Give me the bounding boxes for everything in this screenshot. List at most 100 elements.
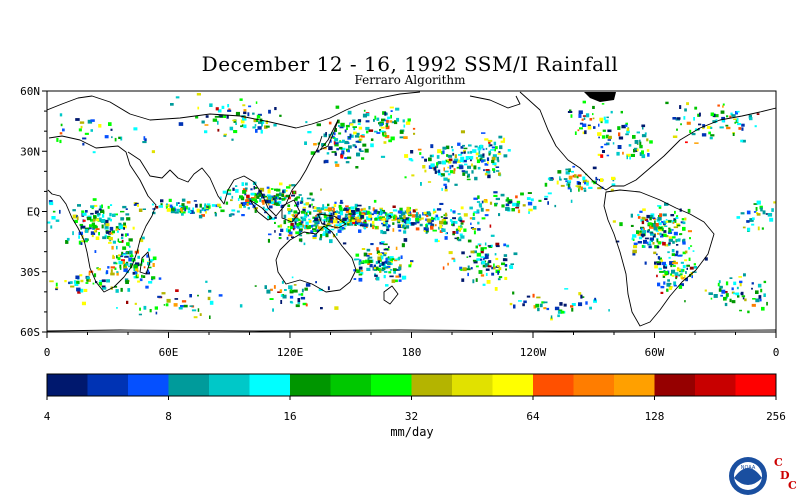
rain-cell: [495, 257, 499, 261]
rain-cell: [376, 132, 381, 134]
rain-cell: [137, 204, 139, 207]
rain-cell: [123, 222, 126, 226]
rain-cell: [434, 238, 438, 243]
rain-cell: [118, 260, 123, 265]
rain-cell: [749, 218, 754, 222]
rain-cell: [235, 111, 240, 116]
rain-cell: [444, 189, 448, 192]
rain-cell: [487, 139, 493, 143]
rain-cell: [679, 233, 683, 236]
rain-cell: [493, 194, 498, 197]
rain-cell: [635, 148, 638, 152]
rain-cell: [712, 113, 716, 118]
rain-cell: [631, 237, 634, 241]
rain-cell: [582, 123, 587, 127]
rain-cell: [547, 201, 549, 205]
rain-cell: [192, 207, 194, 211]
rain-cell: [291, 184, 296, 187]
lat-label: 60S: [20, 326, 40, 339]
rain-cell: [383, 221, 386, 224]
rain-cell: [390, 136, 395, 141]
rain-cell: [502, 137, 506, 142]
rain-cell: [581, 118, 584, 121]
rain-cell: [495, 166, 500, 168]
rain-cell: [384, 135, 390, 139]
rain-cell: [244, 193, 247, 196]
rain-cell: [421, 156, 424, 159]
rain-cell: [441, 218, 447, 222]
rain-cell: [452, 233, 455, 236]
rain-cell: [398, 266, 402, 271]
rain-cell: [584, 130, 587, 135]
rain-cell: [601, 103, 605, 105]
rain-cell: [364, 226, 366, 230]
rain-cell: [348, 145, 352, 149]
rain-cell: [355, 253, 360, 257]
rain-cell: [191, 309, 197, 312]
rain-cell: [606, 154, 610, 157]
rain-cell: [385, 125, 390, 130]
rain-cell: [124, 256, 129, 258]
rain-cell: [498, 135, 503, 139]
rain-cell: [148, 266, 152, 269]
rain-cell: [399, 136, 404, 139]
rain-cell: [404, 219, 409, 222]
rain-cell: [333, 204, 337, 207]
rain-cell: [354, 135, 360, 138]
rain-cell: [455, 228, 458, 231]
new-guinea: [317, 213, 347, 229]
rain-cell: [364, 148, 369, 153]
rain-cell: [582, 100, 586, 104]
rain-cell: [617, 145, 622, 149]
rain-cell: [142, 275, 146, 278]
rain-cell: [583, 117, 586, 120]
lon-label: 0: [773, 346, 780, 359]
rain-cell: [617, 126, 621, 130]
rain-cell: [626, 130, 630, 134]
rain-cell: [612, 220, 616, 223]
rain-cell: [592, 105, 595, 109]
rain-cell: [699, 112, 701, 117]
rain-cell: [316, 123, 321, 127]
rain-cell: [285, 194, 290, 198]
rain-cell: [372, 225, 374, 230]
rain-cell: [688, 257, 691, 261]
rain-cell: [104, 219, 109, 224]
rain-cell: [238, 204, 242, 209]
rain-cell: [256, 114, 261, 119]
rain-cell: [438, 226, 440, 230]
rain-cell: [568, 175, 573, 180]
rain-cell: [660, 259, 663, 263]
rain-cell: [741, 127, 744, 131]
rain-cell: [740, 139, 744, 143]
rain-cell: [423, 211, 427, 215]
rain-cell: [686, 264, 690, 267]
colorbar-swatch: [290, 374, 331, 396]
rain-cell: [381, 267, 386, 270]
rain-cell: [202, 209, 206, 212]
rain-cell: [388, 215, 391, 219]
rain-cell: [694, 106, 698, 110]
rain-cell: [276, 188, 281, 192]
rain-cell: [649, 237, 654, 241]
rain-cell: [670, 214, 675, 217]
rain-cell: [101, 224, 104, 229]
rain-cell: [338, 146, 343, 150]
rain-cell: [495, 245, 500, 248]
rain-cell: [491, 159, 495, 164]
rain-cell: [736, 110, 740, 113]
colorbar-swatch: [411, 374, 453, 396]
rain-cell: [393, 214, 396, 219]
rain-cell: [403, 215, 406, 219]
rain-cell: [235, 122, 237, 125]
rain-cell: [248, 105, 252, 108]
rain-cell: [674, 253, 679, 257]
rain-cell: [118, 222, 122, 225]
rain-cell: [250, 192, 255, 196]
rain-cell: [348, 215, 351, 219]
rain-cell: [47, 221, 51, 224]
rain-cell: [289, 295, 294, 299]
rain-cell: [322, 233, 326, 236]
rain-cell: [357, 123, 361, 125]
rain-cell: [667, 220, 672, 223]
